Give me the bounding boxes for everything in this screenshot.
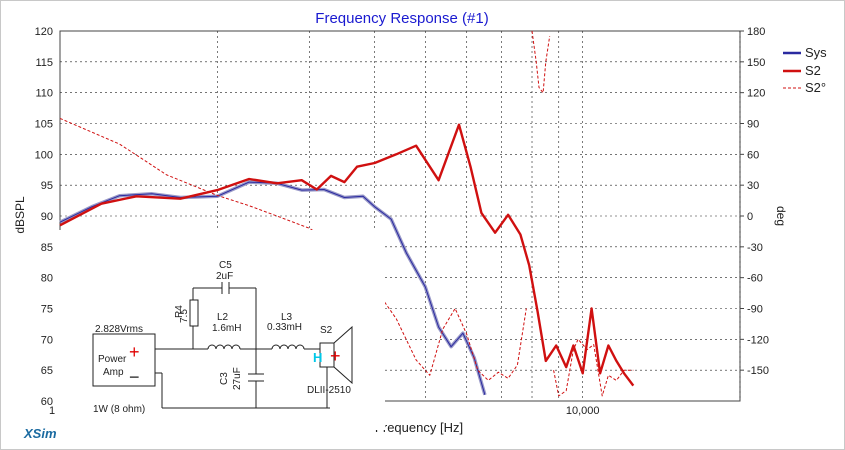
y2-tick-label: -90 xyxy=(747,304,763,316)
y2-tick-label: 90 xyxy=(747,119,759,131)
l2-inductor-symbol xyxy=(207,344,241,350)
power-amp-box xyxy=(92,333,156,387)
y-tick-label: 85 xyxy=(41,242,53,254)
y2-tick-label: 120 xyxy=(747,88,765,100)
y2-tick-label: -60 xyxy=(747,273,763,285)
y-tick-label: 90 xyxy=(41,211,53,223)
axis-ticks: 60 65 70 75 80 85 90 95 100 105 110 115 120 -150 -120 -… xyxy=(35,26,769,417)
y-tick-label: 120 xyxy=(35,26,53,38)
c5-value: 2uF xyxy=(216,271,233,282)
speaker-model: DLII-2510 xyxy=(307,385,351,396)
y-tick-label: 100 xyxy=(35,149,53,161)
c3-name: C3 xyxy=(219,372,230,385)
r4-value: 7.5 xyxy=(179,309,190,323)
y-tick-label: 60 xyxy=(41,396,53,408)
y2-tick-label: -120 xyxy=(747,334,769,346)
y-tick-label: 95 xyxy=(41,180,53,192)
legend-label-sys: Sys xyxy=(805,45,827,60)
crossover-schematic: 2.828Vrms Power Amp + − 1W (8 ohm) R4 7.… xyxy=(55,230,385,430)
y2-tick-label: 180 xyxy=(747,26,765,38)
y2-axis-label: deg xyxy=(774,206,788,226)
grid-lines xyxy=(59,30,741,402)
y2-tick-label: 60 xyxy=(747,149,759,161)
source-label-line2: Amp xyxy=(103,367,124,378)
r4-resistor-symbol xyxy=(189,299,199,327)
series-layer xyxy=(59,30,635,397)
series-sys-line xyxy=(59,181,486,395)
y-tick-label: 65 xyxy=(41,365,53,377)
schematic-panel xyxy=(55,230,385,430)
y2-tick-label: -150 xyxy=(747,365,769,377)
legend: Sys S2 S2° xyxy=(783,45,827,95)
speaker-cone xyxy=(333,325,353,385)
plus-sign: + xyxy=(129,342,140,362)
speaker-plus-sign: + xyxy=(330,346,341,366)
x-axis-label: Frequency [Hz] xyxy=(375,420,463,435)
speaker-polarity-marker: H xyxy=(313,350,322,365)
c3-value: 27uF xyxy=(232,367,243,390)
series-s2-phase-line xyxy=(59,30,634,397)
source-voltage: 2.828Vrms xyxy=(95,324,143,335)
minus-sign: − xyxy=(129,367,140,387)
l3-value: 0.33mH xyxy=(267,322,302,333)
x-tick-label: 10,000 xyxy=(566,405,600,417)
y-axis-label: dBSPL xyxy=(13,196,27,234)
y-tick-label: 110 xyxy=(35,88,53,100)
r4-name: R4 xyxy=(174,305,185,318)
source-label-line1: Power xyxy=(98,354,127,365)
y2-tick-label: 30 xyxy=(747,180,759,192)
y-tick-label: 115 xyxy=(35,57,53,69)
chart-title: Frequency Response (#1) xyxy=(315,10,488,27)
brand-logo: XSim xyxy=(23,426,57,441)
x-tick-label: 1 xyxy=(49,405,55,417)
l3-inductor-symbol xyxy=(271,344,305,350)
l2-name: L2 xyxy=(217,312,229,323)
y-tick-label: 80 xyxy=(41,273,53,285)
y2-tick-label: -30 xyxy=(747,242,763,254)
y-tick-label: 75 xyxy=(41,304,53,316)
y-tick-label: 105 xyxy=(35,119,53,131)
source-power: 1W (8 ohm) xyxy=(93,404,145,415)
legend-label-s2: S2 xyxy=(805,63,821,78)
speaker-name: S2 xyxy=(320,325,333,336)
y2-tick-label: 0 xyxy=(747,211,753,223)
l2-value: 1.6mH xyxy=(212,323,241,334)
y-tick-label: 70 xyxy=(41,334,53,346)
l3-name: L3 xyxy=(281,312,293,323)
y2-tick-label: 150 xyxy=(747,57,765,69)
legend-label-s2-phase: S2° xyxy=(805,80,826,95)
series-s2-line xyxy=(59,123,635,387)
c5-name: C5 xyxy=(219,260,232,271)
